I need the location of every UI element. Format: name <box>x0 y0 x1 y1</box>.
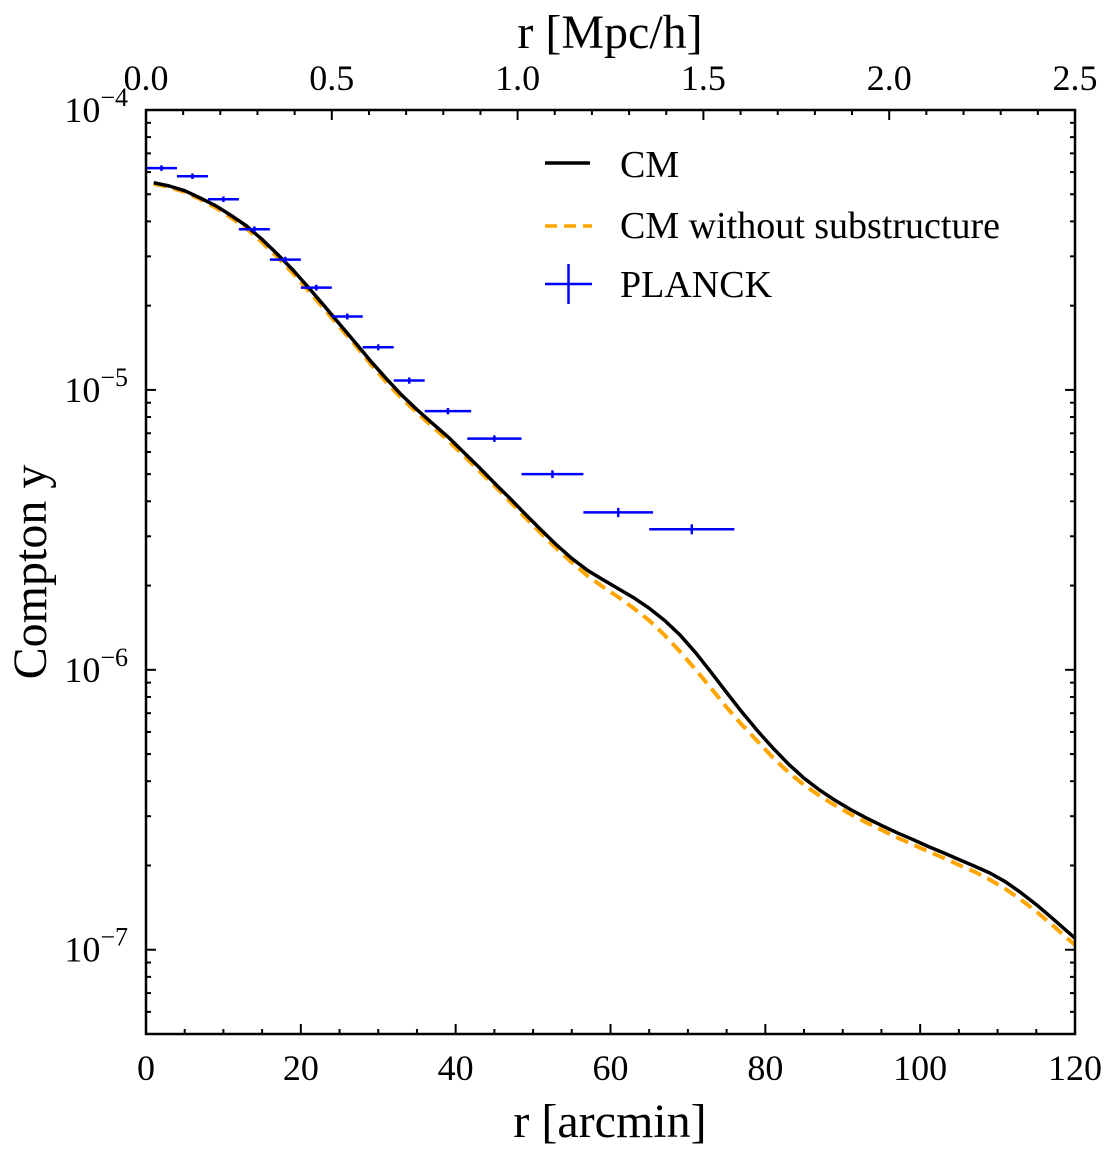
x-tick-label: 100 <box>893 1048 947 1088</box>
legend-label-cm-without-substructure: CM without substructure <box>620 205 1000 247</box>
y-tick-labels: 10−7 10−6 10−5 10−4 <box>64 83 128 970</box>
x-tick-label: 0 <box>137 1048 155 1088</box>
bottom-tick-labels: 0 20 40 60 80 100 120 <box>137 1048 1102 1088</box>
y-tick-label: 10−4 <box>64 83 128 130</box>
x-tick-label: 60 <box>593 1048 629 1088</box>
x-tick-label: 40 <box>438 1048 474 1088</box>
series-layer <box>146 165 1077 947</box>
top-axis-title: r [Mpc/h] <box>517 6 702 59</box>
y-tick-label: 10−5 <box>64 363 128 410</box>
legend-marker-planck <box>545 264 592 304</box>
series-cm <box>153 180 1077 940</box>
legend-label-cm: CM <box>620 144 679 186</box>
x-tick-label: 20 <box>283 1048 319 1088</box>
major-ticks <box>145 109 1076 1034</box>
plot-frame <box>144 108 1077 1036</box>
y-axis-title: Compton y <box>4 465 57 680</box>
series-planck <box>146 165 735 535</box>
legend: CM CM without substructure PLANCK <box>545 144 1000 306</box>
series-cm-without-substructure <box>153 181 1077 947</box>
top-x-tick-label: 0.0 <box>124 58 169 98</box>
legend-label-planck: PLANCK <box>620 264 773 306</box>
top-x-tick-label: 1.0 <box>495 58 540 98</box>
minor-ticks <box>146 110 1075 1035</box>
y-tick-label: 10−6 <box>64 643 128 690</box>
top-x-tick-label: 2.0 <box>867 58 912 98</box>
y-tick-label: 10−7 <box>64 923 128 970</box>
x-tick-label: 80 <box>747 1048 783 1088</box>
top-tick-labels: 0.0 0.5 1.0 1.5 2.0 2.5 <box>124 58 1098 98</box>
top-x-tick-label: 0.5 <box>309 58 354 98</box>
top-x-tick-label: 2.5 <box>1053 58 1098 98</box>
top-x-tick-label: 1.5 <box>681 58 726 98</box>
x-axis-title: r [arcmin] <box>513 1095 706 1148</box>
x-tick-label: 120 <box>1048 1048 1102 1088</box>
